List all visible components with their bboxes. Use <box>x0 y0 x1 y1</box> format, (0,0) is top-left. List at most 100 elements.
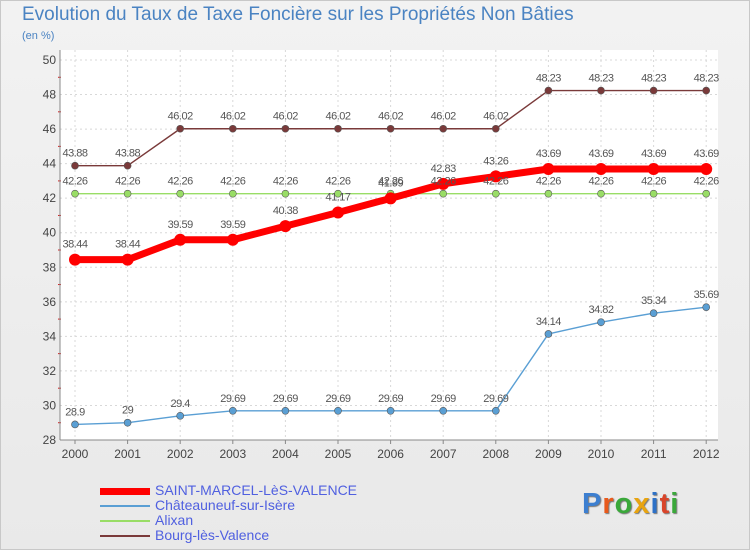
data-label: 42.26 <box>220 176 245 188</box>
data-label: 29.4 <box>170 398 190 410</box>
data-label: 42.26 <box>378 176 403 188</box>
x-tick-label: 2004 <box>272 447 299 461</box>
data-label: 29 <box>122 405 134 417</box>
data-point <box>702 189 711 198</box>
data-point <box>597 86 605 95</box>
x-tick-label: 2001 <box>114 447 141 461</box>
data-point <box>439 189 448 198</box>
data-point <box>702 303 711 311</box>
data-point <box>700 162 713 175</box>
data-label: 46.02 <box>168 111 193 123</box>
data-point <box>176 412 184 420</box>
data-point <box>229 124 237 133</box>
data-point <box>491 124 500 133</box>
data-point <box>279 220 292 233</box>
x-tick-label: 2012 <box>693 447 720 461</box>
data-label: 29.69 <box>483 393 508 405</box>
legend-swatch <box>100 520 150 522</box>
data-label: 46.02 <box>378 111 403 123</box>
data-label: 46.02 <box>431 111 456 123</box>
y-tick-label: 30 <box>43 398 57 412</box>
data-point <box>176 124 184 133</box>
data-label: 29.69 <box>325 393 350 405</box>
data-point <box>649 189 658 198</box>
legend-item: Alixan <box>100 512 400 529</box>
legend-swatch <box>100 535 150 537</box>
data-label: 46.02 <box>325 111 350 123</box>
data-label: 41.99 <box>378 177 403 189</box>
data-label: 43.26 <box>483 155 508 167</box>
data-label: 48.23 <box>641 73 666 85</box>
data-point <box>123 189 132 198</box>
data-point <box>123 161 132 170</box>
data-point <box>595 162 607 175</box>
data-label: 42.26 <box>536 176 561 188</box>
data-label: 41.17 <box>325 192 350 204</box>
data-point <box>334 407 342 415</box>
x-tick-label: 2009 <box>535 447 562 461</box>
data-label: 29.69 <box>431 393 456 405</box>
data-label: 39.59 <box>220 219 245 231</box>
data-label: 34.14 <box>536 316 561 328</box>
data-label: 42.26 <box>641 176 666 188</box>
data-point <box>69 253 81 266</box>
y-tick-label: 34 <box>43 329 57 343</box>
data-point <box>647 162 660 175</box>
x-tick-label: 2003 <box>219 447 246 461</box>
data-label: 42.26 <box>325 176 350 188</box>
data-label: 38.44 <box>62 239 87 251</box>
data-label: 43.69 <box>641 148 666 160</box>
data-label: 42.26 <box>62 176 87 188</box>
data-point <box>649 86 658 95</box>
data-point <box>597 189 605 198</box>
data-point <box>386 124 395 133</box>
data-point <box>437 177 450 190</box>
x-tick-label: 2006 <box>377 447 404 461</box>
x-tick-label: 2002 <box>167 447 194 461</box>
data-point <box>544 189 553 198</box>
y-tick-label: 36 <box>43 295 57 309</box>
legend-label: SAINT-MARCEL-LèS-VALENCE <box>155 482 358 498</box>
y-tick-label: 38 <box>43 260 57 274</box>
data-point <box>491 189 500 198</box>
data-label: 43.88 <box>62 148 87 160</box>
data-point <box>597 318 605 327</box>
legend-item: Châteauneuf-sur-Isère <box>100 497 400 514</box>
data-point <box>544 86 553 95</box>
x-tick-label: 2011 <box>641 447 667 461</box>
data-label: 42.26 <box>115 176 140 188</box>
data-point <box>386 407 395 415</box>
legend-swatch <box>100 487 150 495</box>
data-point <box>281 407 290 415</box>
y-tick-label: 50 <box>43 53 57 67</box>
legend-label: Châteauneuf-sur-Isère <box>155 497 296 513</box>
y-tick-label: 42 <box>43 191 57 205</box>
data-point <box>491 407 500 415</box>
data-point <box>439 124 448 133</box>
data-label: 43.88 <box>115 148 140 160</box>
data-label: 29.69 <box>220 393 245 405</box>
data-point <box>334 189 342 198</box>
data-point <box>71 161 79 170</box>
data-label: 43.69 <box>536 148 561 160</box>
data-point <box>649 309 658 318</box>
x-tick-label: 2008 <box>482 447 509 461</box>
data-label: 29.69 <box>378 393 403 405</box>
data-point <box>174 233 187 246</box>
data-label: 48.23 <box>588 73 613 85</box>
proxiti-logo: Proxiti <box>582 488 680 520</box>
data-label: 35.34 <box>641 295 666 307</box>
data-point <box>71 189 79 198</box>
x-tick-label: 2005 <box>325 447 352 461</box>
data-label: 42.26 <box>694 176 719 188</box>
data-point <box>176 189 184 198</box>
data-point <box>229 189 237 198</box>
data-label: 48.23 <box>694 73 719 85</box>
data-label: 38.44 <box>115 239 140 251</box>
data-point <box>281 189 290 198</box>
data-label: 46.02 <box>220 111 245 123</box>
x-tick-label: 2010 <box>588 447 615 461</box>
y-tick-label: 48 <box>43 88 57 102</box>
y-tick-label: 40 <box>43 226 57 240</box>
data-label: 42.26 <box>431 176 456 188</box>
